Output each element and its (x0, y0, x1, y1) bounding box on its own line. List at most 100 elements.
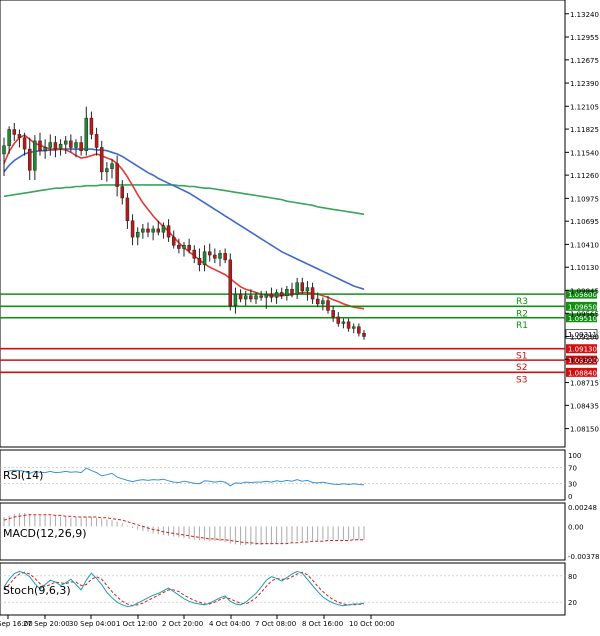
candle-body (110, 163, 114, 169)
candle-body (156, 228, 161, 233)
candle-body (105, 168, 109, 173)
stochastic-indicator: 80 20 (0, 570, 577, 607)
current-price-tag (565, 329, 598, 339)
candle-body (115, 163, 119, 187)
candle-body (2, 145, 6, 155)
price-tick-label: 1.08150 (570, 426, 599, 434)
rsi-label: RSI(14) (3, 469, 43, 482)
time-tick-label: 2 Oct 20:00 (162, 620, 203, 628)
candle-body (151, 228, 155, 233)
time-tick-label: 27 Sep 20:00 (23, 620, 70, 628)
candle-body (27, 148, 32, 171)
rsi-tick-label: 30 (568, 481, 577, 489)
candle-body (362, 332, 366, 337)
candle-body (213, 254, 217, 259)
candle-body (269, 293, 274, 298)
candle-body (233, 293, 238, 306)
resistance-price-tag (566, 313, 597, 323)
candle-body (166, 225, 171, 238)
rsi-tick-label: 100 (568, 452, 581, 460)
support-price-tag-text: 1.09130 (568, 346, 597, 354)
candle-body (48, 142, 53, 148)
support-price-tag (566, 344, 597, 354)
support-price-tag-text: 1.08990 (568, 357, 597, 365)
candle-body (17, 134, 22, 138)
macd-tick-label: 0.00 (568, 523, 584, 531)
price-tick-label: 1.12955 (570, 34, 599, 42)
candle-body (290, 288, 294, 295)
price-tick-label: 1.10975 (570, 195, 599, 203)
time-tick-label: 30 Sep 04:00 (69, 620, 116, 628)
support-price-tag (566, 367, 597, 377)
time-tick-label: 26 Sep 16:00 (0, 620, 33, 628)
resistance-label: R1 (516, 321, 528, 331)
candle-body (146, 228, 150, 233)
price-tick-label: 1.09280 (570, 334, 599, 342)
price-tick-label: 1.09845 (570, 287, 599, 295)
candle-body (22, 137, 27, 150)
time-tick-label: 4 Oct 04:00 (209, 620, 250, 628)
candle-body (254, 295, 258, 300)
candle-body (357, 326, 361, 334)
resistance-label: R2 (516, 309, 528, 319)
candle-body (202, 251, 207, 266)
candle-body (130, 220, 135, 238)
candle-body (331, 310, 335, 318)
price-tick-label: 1.09000 (570, 356, 599, 364)
candlesticks (2, 106, 366, 340)
resistance-price-tag (566, 301, 597, 311)
candle-body (38, 140, 42, 151)
macd-label: MACD(12,26,9) (3, 527, 87, 540)
macd-tick-label: -0.003788 (568, 553, 600, 561)
support-label: S3 (516, 375, 527, 385)
candle-body (351, 326, 356, 329)
candle-body (94, 134, 99, 148)
macd-signal-line (3, 514, 364, 545)
current-price-text: 1.09311 (568, 331, 597, 339)
candle-body (161, 225, 166, 233)
candle-body (187, 244, 191, 251)
candle-body (285, 288, 289, 297)
slow-ma-line (3, 184, 365, 216)
candle-body (43, 147, 47, 151)
candle-body (53, 142, 58, 150)
candle-body (336, 316, 341, 324)
candle-body (79, 142, 83, 151)
stoch-label: Stoch(9,6,3) (3, 584, 71, 597)
candle-body (279, 292, 284, 297)
price-tick-label: 1.08435 (570, 402, 599, 410)
resistance-price-tag-text: 1.09800 (568, 291, 597, 299)
price-tick-label: 1.09565 (570, 310, 599, 318)
candle-body (141, 228, 145, 233)
candle-body (182, 244, 186, 249)
support-label: S2 (516, 363, 527, 373)
rsi-tick-label: 0 (568, 493, 572, 501)
price-tick-label: 1.12105 (570, 103, 599, 111)
candle-body (120, 186, 125, 199)
candle-body (249, 295, 253, 300)
candle-body (321, 300, 325, 305)
price-tick-label: 1.12390 (570, 80, 599, 88)
candle-body (63, 140, 68, 145)
candle-body (315, 298, 320, 305)
candle-body (346, 321, 351, 329)
candle-body (274, 292, 279, 298)
rsi-indicator: 100 70 30 0 (0, 452, 581, 501)
candle-body (99, 147, 104, 173)
rsi-line (3, 467, 365, 487)
candle-body (207, 251, 212, 256)
support-price-tag-text: 1.08840 (568, 369, 597, 377)
candle-body (300, 282, 305, 292)
support-price-tag (566, 355, 597, 365)
resistance-label: R3 (516, 297, 528, 307)
candle-body (305, 287, 310, 292)
price-tick-label: 1.08715 (570, 380, 599, 388)
resistance-price-tag-text: 1.09510 (568, 315, 597, 323)
macd-panel (0, 502, 566, 561)
candle-body (33, 140, 37, 171)
price-tick-label: 1.12675 (570, 57, 599, 65)
support-resistance-levels: R3 1.09800 R2 1.09650 R1 1.09510 S1 1.09130 S2 1.… (0, 289, 598, 385)
price-tick-label: 1.10695 (570, 218, 599, 226)
